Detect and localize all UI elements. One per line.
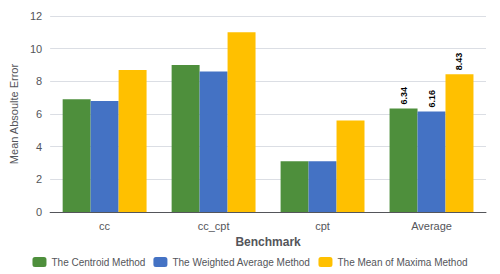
svg-text:cpt: cpt	[315, 220, 330, 232]
svg-text:0: 0	[36, 206, 42, 218]
svg-text:6.34: 6.34	[399, 87, 409, 105]
svg-text:12: 12	[30, 10, 42, 22]
svg-text:8.43: 8.43	[454, 53, 464, 71]
svg-text:6.16: 6.16	[427, 90, 437, 108]
svg-text:Benchmark: Benchmark	[235, 235, 301, 249]
svg-text:10: 10	[30, 43, 42, 55]
svg-text:8: 8	[36, 75, 42, 87]
svg-text:4: 4	[36, 141, 42, 153]
svg-text:6: 6	[36, 108, 42, 120]
svg-text:The Mean of Maxima Method: The Mean of Maxima Method	[337, 257, 467, 268]
svg-text:The Centroid Method: The Centroid Method	[51, 257, 145, 268]
svg-text:cc: cc	[99, 220, 111, 232]
svg-text:Mean Absoulte Error: Mean Absoulte Error	[8, 64, 20, 165]
svg-text:The Weighted Average Method: The Weighted Average Method	[172, 257, 309, 268]
svg-text:2: 2	[36, 173, 42, 185]
svg-text:cc_cpt: cc_cpt	[198, 220, 230, 232]
svg-text:Average: Average	[411, 220, 452, 232]
